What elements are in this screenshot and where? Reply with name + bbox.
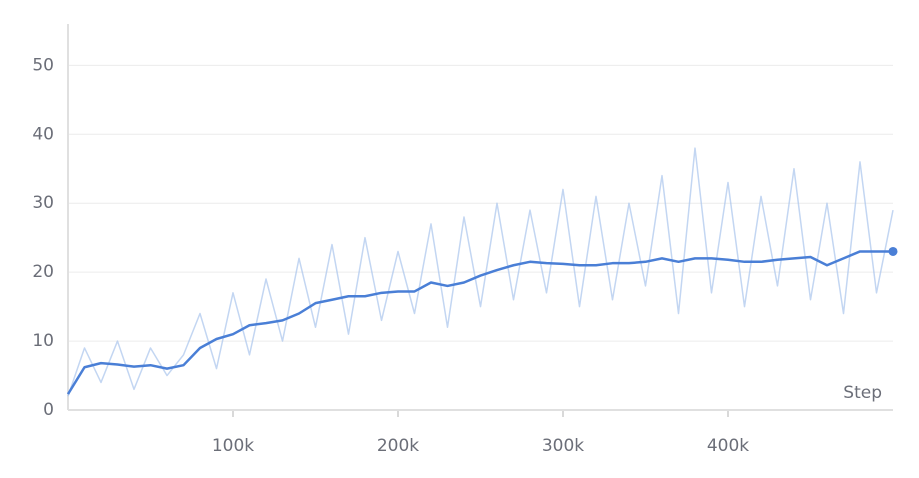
x-tick-label: 400k <box>707 436 749 456</box>
x-tick-label: 100k <box>212 436 254 456</box>
y-tick-label: 30 <box>32 193 54 213</box>
x-tick-label: 200k <box>377 436 419 456</box>
end-point <box>888 246 898 256</box>
x-axis-label: Step <box>843 383 882 403</box>
raw-line <box>67 147 894 397</box>
y-tick-label: 20 <box>32 262 54 282</box>
y-tick-label: 0 <box>43 400 54 420</box>
y-tick-label: 10 <box>32 331 54 351</box>
y-tick-label: 40 <box>32 124 54 144</box>
x-tick-label: 300k <box>542 436 584 456</box>
smoothed-line <box>66 250 893 395</box>
y-tick-label: 50 <box>32 55 54 75</box>
